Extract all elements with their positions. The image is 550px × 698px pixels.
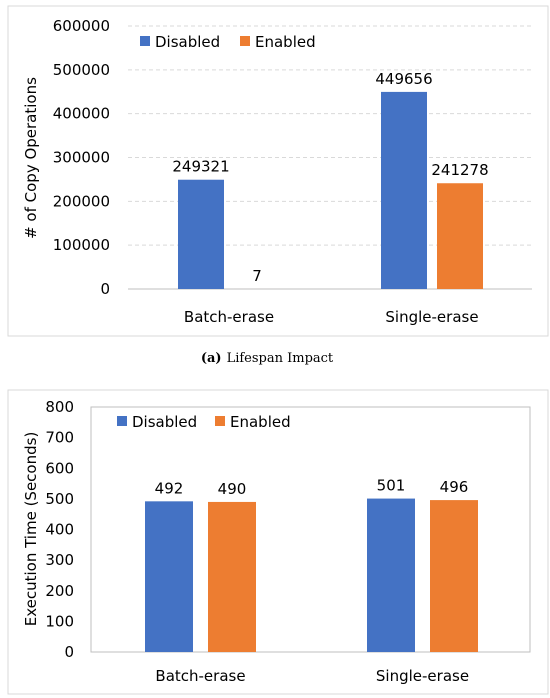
- y-tick-label: 600000: [53, 17, 110, 35]
- bar-enabled-batch-erase: [208, 501, 256, 652]
- data-label: 496: [440, 478, 469, 496]
- y-tick-label: 200: [45, 582, 74, 600]
- x-tick-label: Batch-erase: [155, 667, 245, 685]
- data-label: 449656: [375, 70, 432, 88]
- chart-a-y-axis-title: # of Copy Operations: [22, 77, 40, 239]
- chart-a-y-ticks: 0 100000 200000 300000 400000 500000 600000: [53, 17, 110, 298]
- y-tick-label: 500: [45, 490, 74, 508]
- chart-a-category-labels: Batch-erase Single-erase: [184, 308, 479, 326]
- y-tick-label: 200000: [53, 192, 110, 210]
- data-label: 490: [218, 480, 247, 498]
- chart-b-plot-border: [90, 406, 531, 653]
- y-tick-label: 700: [45, 429, 74, 447]
- chart-b-value-labels: 492 490 501 496: [155, 477, 469, 498]
- legend-label-disabled: Disabled: [155, 33, 220, 51]
- data-label: 492: [155, 479, 184, 497]
- data-label: 241278: [431, 161, 488, 179]
- y-tick-label: 400: [45, 521, 74, 539]
- legend-label-enabled: Enabled: [230, 413, 291, 431]
- bar-disabled-batch-erase: [145, 501, 193, 652]
- y-tick-label: 800: [45, 398, 74, 416]
- chart-a-value-labels: 249321 7 449656 241278: [172, 70, 488, 285]
- bar-disabled-single-erase: [381, 91, 427, 289]
- y-tick-label: 100: [45, 612, 74, 630]
- x-tick-label: Single-erase: [376, 667, 469, 685]
- y-tick-label: 400000: [53, 105, 110, 123]
- chart-b-y-ticks: 0 100 200 300 400 500 600 700 800: [45, 398, 74, 661]
- y-tick-label: 100000: [53, 236, 110, 254]
- bar-disabled-batch-erase: [178, 179, 224, 289]
- y-tick-label: 300000: [53, 149, 110, 167]
- bar-enabled-single-erase: [430, 500, 478, 652]
- bar-disabled-single-erase: [367, 498, 415, 652]
- legend-label-enabled: Enabled: [255, 33, 316, 51]
- bar-enabled-single-erase: [437, 183, 483, 289]
- y-tick-label: 300: [45, 551, 74, 569]
- chart-b-legend: Disabled Enabled: [117, 413, 291, 431]
- legend-swatch-enabled: [215, 416, 225, 426]
- caption-text: Lifespan Impact: [227, 351, 334, 366]
- data-label: 249321: [172, 158, 229, 176]
- x-tick-label: Single-erase: [385, 308, 478, 326]
- y-tick-label: 0: [64, 643, 74, 661]
- legend-label-disabled: Disabled: [132, 413, 197, 431]
- legend-swatch-enabled: [240, 36, 250, 46]
- chart-b-bars: [145, 498, 478, 652]
- chart-a-bars: [178, 91, 483, 289]
- chart-b-frame: [7, 389, 549, 695]
- data-label: 501: [377, 477, 406, 495]
- y-tick-label: 600: [45, 459, 74, 477]
- chart-b-category-labels: Batch-erase Single-erase: [155, 667, 469, 685]
- legend-swatch-disabled: [117, 416, 127, 426]
- x-tick-label: Batch-erase: [184, 308, 274, 326]
- y-tick-label: 0: [100, 280, 110, 298]
- chart-a-frame: [7, 5, 549, 337]
- chart-lifespan-impact: 0 100000 200000 300000 400000 500000 600000 # …: [7, 5, 549, 337]
- data-label: 7: [252, 267, 262, 285]
- chart-a-legend: Disabled Enabled: [140, 33, 316, 51]
- chart-execution-time: 0 100 200 300 400 500 600 700 800 Execution Time…: [7, 389, 549, 695]
- y-tick-label: 500000: [53, 61, 110, 79]
- caption: (a) Lifespan Impact: [201, 351, 334, 366]
- figure-caption: (a) Lifespan Impact: [201, 351, 334, 366]
- caption-tag: (a): [201, 351, 222, 366]
- chart-b-y-axis-title: Execution Time (Seconds): [22, 432, 40, 627]
- legend-swatch-disabled: [140, 36, 150, 46]
